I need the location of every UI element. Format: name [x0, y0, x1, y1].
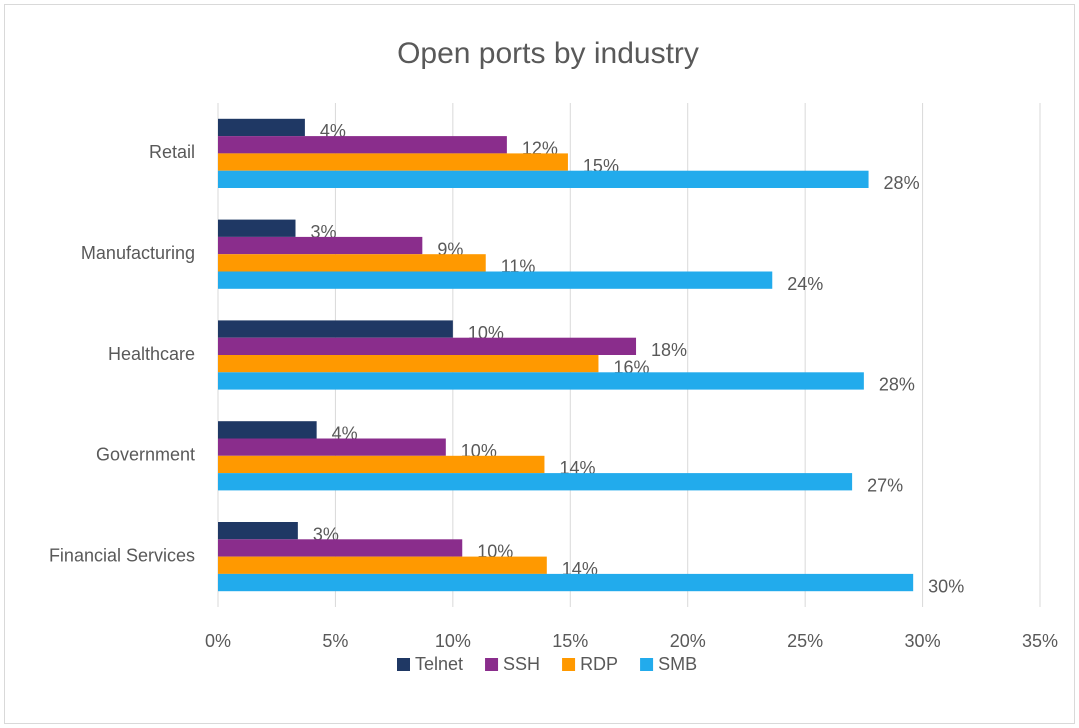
data-label: 28%: [884, 173, 920, 193]
legend-label: RDP: [580, 654, 618, 674]
x-tick-label: 20%: [670, 631, 706, 651]
bar: [218, 254, 486, 272]
bar: [218, 473, 853, 491]
bar: [218, 219, 296, 237]
bar: [218, 455, 545, 474]
x-tick-label: 10%: [435, 631, 471, 651]
bar: [218, 421, 317, 439]
bar: [218, 355, 599, 373]
y-tick-label: Retail: [149, 142, 195, 162]
x-tick-label: 0%: [205, 631, 231, 651]
legend-label: SMB: [658, 654, 697, 674]
bar: [218, 271, 773, 289]
bar: [218, 573, 914, 592]
x-tick-label: 35%: [1022, 631, 1058, 651]
bar: [218, 236, 423, 255]
bar: [218, 170, 869, 188]
bar: [218, 153, 568, 171]
x-tick-label: 15%: [552, 631, 588, 651]
bar: [218, 438, 446, 456]
y-tick-label: Government: [96, 445, 195, 465]
bar: [218, 118, 305, 137]
legend-swatch: [485, 658, 499, 671]
y-tick-label: Healthcare: [108, 344, 195, 364]
bar: [218, 136, 507, 154]
bar: [218, 556, 547, 574]
data-label: 24%: [787, 274, 823, 294]
chart-title: Open ports by industry: [397, 37, 699, 70]
data-label: 18%: [651, 340, 687, 360]
y-tick-label: Financial Services: [49, 545, 195, 565]
data-label: 28%: [879, 375, 915, 395]
bar: [218, 320, 453, 338]
legend-label: Telnet: [415, 654, 463, 674]
x-tick-label: 25%: [787, 631, 823, 651]
x-tick-label: 5%: [322, 631, 348, 651]
legend-swatch: [640, 658, 654, 671]
legend-swatch: [397, 658, 410, 671]
bar: [218, 522, 298, 540]
data-label: 27%: [867, 476, 903, 496]
bar: [218, 539, 463, 557]
data-label: 30%: [928, 576, 964, 596]
x-tick-label: 30%: [905, 631, 941, 651]
bar: [218, 337, 637, 355]
legend-swatch: [562, 658, 576, 671]
y-tick-label: Manufacturing: [81, 243, 195, 263]
bar: [218, 372, 864, 390]
legend-label: SSH: [503, 654, 540, 674]
